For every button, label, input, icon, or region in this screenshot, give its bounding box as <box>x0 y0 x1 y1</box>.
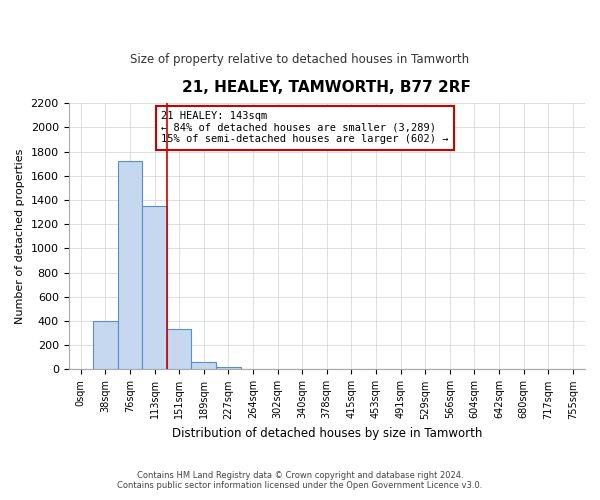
Bar <box>216 367 241 370</box>
Bar <box>142 206 167 370</box>
Y-axis label: Number of detached properties: Number of detached properties <box>15 148 25 324</box>
Bar <box>191 362 216 370</box>
Bar <box>93 321 118 370</box>
Title: 21, HEALEY, TAMWORTH, B77 2RF: 21, HEALEY, TAMWORTH, B77 2RF <box>182 80 471 95</box>
Text: 21 HEALEY: 143sqm
← 84% of detached houses are smaller (3,289)
15% of semi-detac: 21 HEALEY: 143sqm ← 84% of detached hous… <box>161 111 449 144</box>
Bar <box>118 161 142 370</box>
Bar <box>167 330 191 370</box>
Text: Size of property relative to detached houses in Tamworth: Size of property relative to detached ho… <box>130 54 470 66</box>
X-axis label: Distribution of detached houses by size in Tamworth: Distribution of detached houses by size … <box>172 427 482 440</box>
Text: Contains HM Land Registry data © Crown copyright and database right 2024.
Contai: Contains HM Land Registry data © Crown c… <box>118 470 482 490</box>
